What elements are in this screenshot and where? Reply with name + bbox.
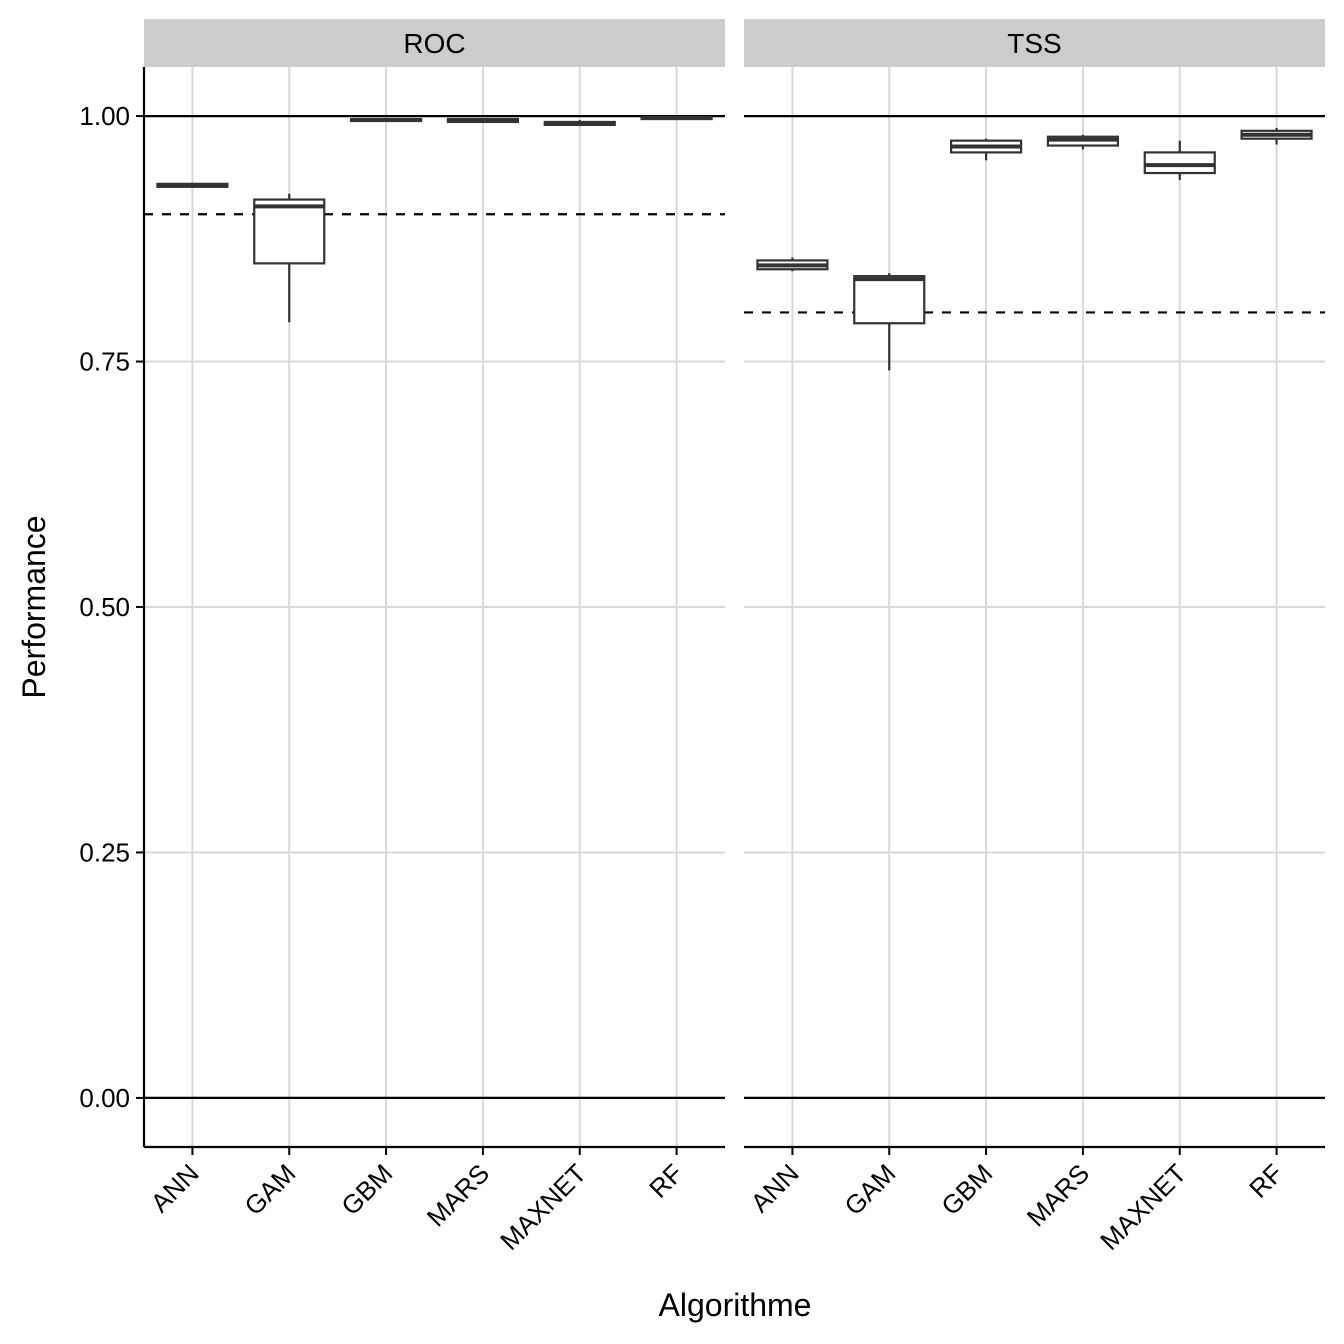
box-gbm — [349, 117, 423, 123]
box-rf — [640, 116, 713, 121]
box-mars — [446, 117, 520, 124]
box-maxnet — [1143, 140, 1216, 180]
y-tick-label: 1.00 — [79, 101, 130, 131]
x-tick-label-ann: ANN — [145, 1158, 205, 1218]
x-tick-label-gbm: GBM — [335, 1158, 398, 1221]
y-tick-label: 0.00 — [79, 1083, 130, 1113]
box-mars — [1046, 134, 1120, 150]
x-tick-label-gam: GAM — [238, 1158, 301, 1221]
x-tick-label-maxnet: MAXNET — [1094, 1158, 1192, 1256]
y-tick-label: 0.25 — [79, 837, 130, 867]
box-maxnet — [543, 120, 616, 127]
x-tick-label-mars: MARS — [421, 1158, 495, 1232]
x-tick-label-mars: MARS — [1021, 1158, 1095, 1232]
box-iqr — [853, 275, 926, 325]
x-tick-label-maxnet: MAXNET — [494, 1158, 592, 1256]
box-ann — [156, 182, 229, 188]
strip-label-tss: TSS — [1007, 28, 1061, 59]
box-iqr — [253, 198, 326, 265]
strip-background-tss — [744, 19, 1325, 67]
box-gam — [253, 193, 326, 323]
box-iqr — [1143, 151, 1216, 175]
strip-background-roc — [144, 19, 725, 67]
x-tick-label-ann: ANN — [745, 1158, 805, 1218]
y-axis: 0.00 0.25 0.50 0.75 1.00 — [79, 101, 144, 1113]
x-tick-label-gam: GAM — [838, 1158, 901, 1221]
box-gam — [853, 273, 926, 371]
strip-label-roc: ROC — [403, 28, 465, 59]
panel-tss: TSS ANN GAM GBM MARS MAXNET RF — [744, 19, 1325, 1256]
y-axis-title: Performance — [16, 515, 52, 698]
x-tick-label-rf: RF — [643, 1158, 689, 1204]
y-tick-label: 0.50 — [79, 592, 130, 622]
y-tick-label: 0.75 — [79, 347, 130, 377]
box-ann — [756, 257, 829, 272]
panel-roc: ROC ANN GAM GBM MARS MAXNET RF — [142, 19, 725, 1256]
x-axis-title: Algorithme — [659, 1287, 812, 1323]
box-rf — [1240, 127, 1313, 145]
x-tick-label-gbm: GBM — [935, 1158, 998, 1221]
x-tick-label-rf: RF — [1243, 1158, 1289, 1204]
box-gbm — [949, 138, 1023, 161]
